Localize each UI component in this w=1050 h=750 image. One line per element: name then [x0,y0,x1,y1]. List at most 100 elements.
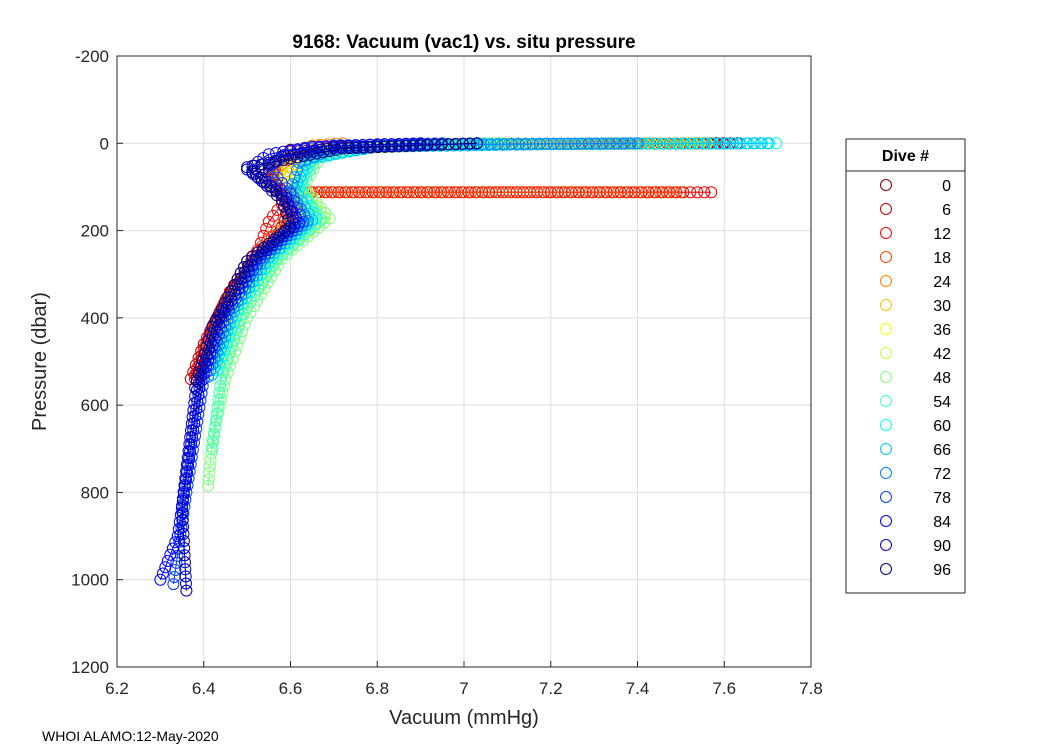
legend-item-dive-78: 78 [880,490,951,507]
legend-marker [880,299,892,311]
legend-label: 30 [933,298,951,315]
data-point [540,137,553,150]
data-point [204,327,217,340]
legend-marker [880,371,892,383]
data-point [770,137,783,150]
data-point [212,406,225,419]
legend-label: 84 [933,514,951,531]
data-point [177,520,190,533]
legend-item-dive-24: 24 [880,274,951,291]
data-point [198,356,211,369]
data-point [670,137,683,150]
data-point [207,435,220,448]
data-point [262,215,275,228]
data-point [295,147,308,160]
data-point [277,154,290,166]
legend-item-dive-6: 6 [880,202,951,219]
data-point [625,186,638,199]
legend-item-dive-30: 30 [880,298,951,315]
data-point [191,383,203,396]
data-point [234,267,247,279]
data-point [479,186,491,199]
legend-marker [880,275,892,287]
data-point [343,142,356,155]
data-point [206,320,219,333]
data-point [275,194,288,206]
data-point [214,379,227,392]
data-point [203,466,216,479]
data-point [610,137,623,150]
series-line [181,142,478,591]
data-point [182,472,195,485]
data-point [624,137,637,150]
data-point [656,137,669,150]
legend-label: 36 [933,322,951,339]
data-point [314,143,327,156]
data-point [493,186,505,199]
data-point [740,137,753,150]
data-point [491,138,504,151]
y-tick-label: 600 [81,396,109,415]
data-point [519,138,532,150]
data-point [215,311,228,324]
data-point [184,458,197,471]
data-point [379,140,391,153]
data-point [458,186,470,199]
data-point [194,361,207,374]
legend-marker [880,251,892,263]
legend-item-dive-72: 72 [880,466,951,483]
series-line [194,142,478,388]
x-tick-label: 7.4 [626,679,650,698]
data-point [282,213,295,226]
data-point [184,431,197,444]
data-point [197,363,209,376]
data-point [691,186,704,199]
legend-item-dive-12: 12 [880,226,951,243]
data-point [179,563,192,576]
data-point [364,141,377,154]
data-point [370,140,383,153]
legend-label: 54 [933,394,951,411]
legend-marker [880,179,892,191]
legend-item-dive-66: 66 [880,442,951,459]
y-tick-label: 1000 [71,571,109,590]
data-point [631,137,644,150]
data-point [677,137,690,150]
legend-label: 12 [933,226,951,243]
data-point [471,137,483,150]
data-point [222,290,235,303]
legend-title: Dive # [882,148,929,165]
data-point [270,155,282,168]
data-point [261,180,273,192]
legend-marker [880,227,892,239]
x-tick-label: 6.4 [192,679,216,698]
data-point [179,556,191,569]
legend-label: 0 [942,178,951,195]
legend-label: 66 [933,442,951,459]
data-point [754,137,767,150]
data-point [178,542,191,555]
data-point [604,186,617,199]
data-point [583,186,596,199]
data-point [533,137,546,150]
data-point [562,186,575,199]
legend-item-dive-96: 96 [880,562,951,579]
data-point [674,186,687,199]
legend-box [845,138,966,594]
data-point [200,341,213,353]
data-point [202,473,215,486]
data-point [575,137,588,150]
data-point [270,147,282,159]
legend-marker [880,563,892,575]
data-point [212,393,225,406]
series-dive-96 [189,137,483,394]
data-point [691,137,704,150]
data-point [182,459,195,472]
data-point [582,137,595,150]
data-point [304,148,316,161]
data-point [202,479,215,492]
data-point [444,186,457,199]
data-point [336,142,349,155]
data-point [176,499,189,512]
